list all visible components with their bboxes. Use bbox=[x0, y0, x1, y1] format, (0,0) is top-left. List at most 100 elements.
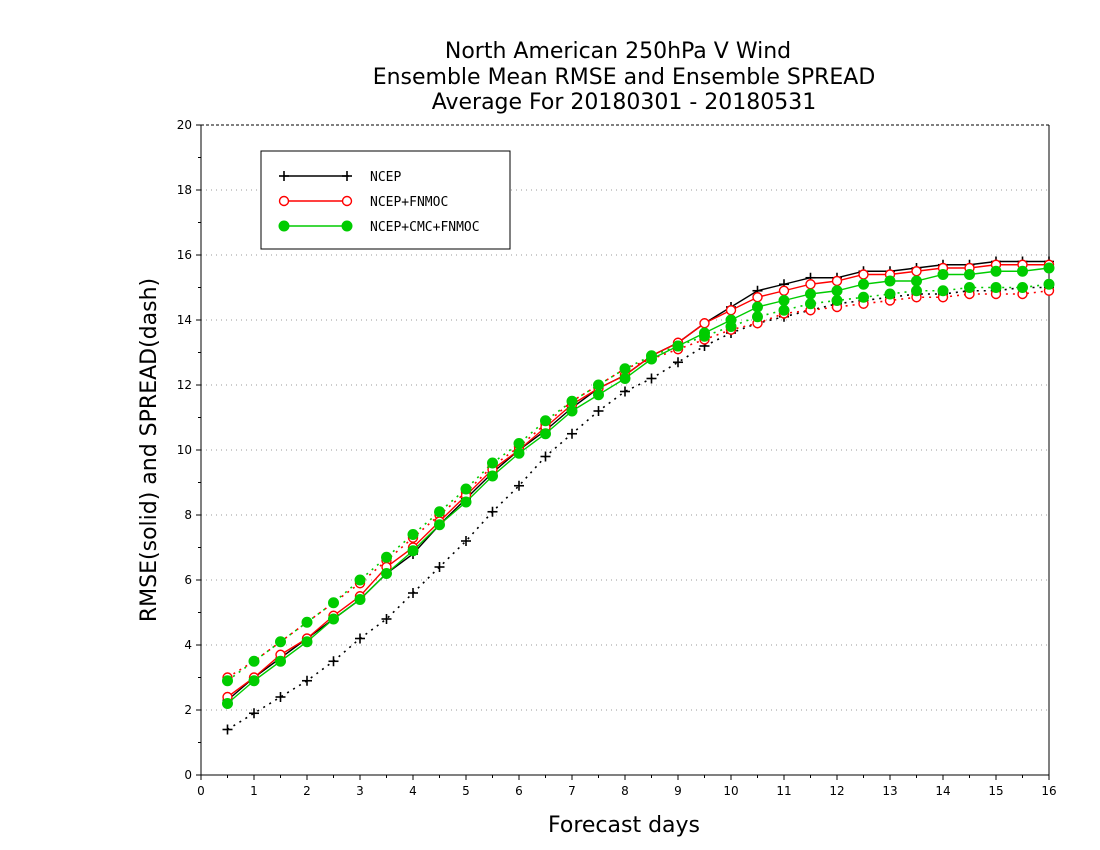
spread-point-ncep bbox=[593, 406, 604, 416]
spread-point-ncep-cmc-fnmoc bbox=[381, 551, 392, 563]
y-tick-label: 8 bbox=[184, 508, 192, 522]
spread-line-ncep-fnmoc bbox=[227, 289, 1050, 679]
series-ncep bbox=[222, 256, 1054, 735]
rmse-point-ncep-fnmoc bbox=[725, 305, 737, 316]
rmse-point-ncep-cmc-fnmoc bbox=[911, 275, 922, 287]
rmse-point-ncep-cmc-fnmoc bbox=[354, 594, 366, 605]
spread-point-ncep bbox=[381, 614, 392, 624]
rmse-point-ncep-cmc-fnmoc bbox=[1043, 262, 1055, 274]
y-tick-label: 20 bbox=[177, 118, 192, 132]
spread-point-ncep bbox=[328, 656, 339, 667]
spread-point-ncep bbox=[355, 633, 365, 644]
spread-point-ncep-cmc-fnmoc bbox=[301, 616, 313, 628]
legend-marker-end-ncep-cmc-fnmoc bbox=[341, 220, 353, 232]
legend-marker-start-ncep-cmc-fnmoc bbox=[278, 220, 290, 232]
rmse-point-ncep-cmc-fnmoc bbox=[593, 389, 604, 401]
x-tick-label: 5 bbox=[462, 784, 470, 798]
rmse-point-ncep-cmc-fnmoc bbox=[487, 470, 498, 482]
spread-point-ncep-cmc-fnmoc bbox=[1043, 278, 1055, 290]
rmse-point-ncep-cmc-fnmoc bbox=[805, 288, 816, 300]
y-tick-label: 16 bbox=[177, 248, 192, 262]
rmse-point-ncep-fnmoc bbox=[831, 275, 843, 287]
y-tick-label: 12 bbox=[177, 378, 192, 392]
title-line-3: Average For 20180301 - 20180531 bbox=[432, 90, 817, 115]
spread-point-ncep-cmc-fnmoc bbox=[513, 438, 525, 449]
title-line-2: Ensemble Mean RMSE and Ensemble SPREAD bbox=[373, 65, 876, 90]
rmse-point-ncep-cmc-fnmoc bbox=[540, 428, 551, 440]
spread-point-ncep-cmc-fnmoc bbox=[778, 304, 790, 316]
spread-line-ncep-cmc-fnmoc bbox=[227, 283, 1050, 682]
rmse-point-ncep-fnmoc bbox=[858, 269, 869, 280]
rmse-point-ncep-cmc-fnmoc bbox=[831, 285, 843, 297]
rmse-point-ncep-cmc-fnmoc bbox=[752, 301, 763, 313]
spread-point-ncep-cmc-fnmoc bbox=[460, 483, 472, 495]
spread-point-ncep-cmc-fnmoc bbox=[566, 395, 578, 407]
spread-point-ncep-cmc-fnmoc bbox=[884, 288, 896, 300]
rmse-line-ncep bbox=[227, 260, 1049, 701]
x-tick-label: 4 bbox=[409, 784, 417, 798]
title-line-1: North American 250hPa V Wind bbox=[445, 39, 791, 64]
x-tick-label: 16 bbox=[1041, 784, 1056, 798]
legend: NCEP NCEP+FNMOC NCEP+CMC+FNMOC bbox=[260, 150, 511, 250]
x-tick-label: 6 bbox=[515, 784, 523, 798]
spread-point-ncep-cmc-fnmoc bbox=[248, 655, 260, 667]
spread-point-ncep bbox=[249, 708, 259, 719]
rmse-point-ncep-cmc-fnmoc bbox=[646, 353, 657, 365]
x-tick-label: 11 bbox=[776, 784, 791, 798]
rmse-point-ncep-fnmoc bbox=[778, 285, 790, 296]
rmse-point-ncep-cmc-fnmoc bbox=[1017, 265, 1028, 277]
x-tick-label: 0 bbox=[197, 784, 205, 798]
rmse-point-ncep-cmc-fnmoc bbox=[937, 269, 949, 280]
x-tick-label: 1 bbox=[250, 784, 258, 798]
chart-title: North American 250hPa V Wind Ensemble Me… bbox=[373, 39, 876, 115]
spread-point-ncep-cmc-fnmoc bbox=[911, 285, 922, 297]
spread-point-ncep-cmc-fnmoc bbox=[275, 636, 286, 648]
spread-point-ncep bbox=[408, 588, 418, 598]
spread-point-ncep-cmc-fnmoc bbox=[990, 282, 1002, 293]
data-series bbox=[222, 256, 1055, 735]
x-tick-label: 15 bbox=[988, 784, 1003, 798]
spread-point-ncep bbox=[673, 357, 683, 368]
rmse-point-ncep-fnmoc bbox=[699, 318, 710, 329]
x-axis-label: Forecast days bbox=[548, 813, 700, 838]
spread-point-ncep-cmc-fnmoc bbox=[222, 675, 233, 687]
x-tick-label: 3 bbox=[356, 784, 364, 798]
rmse-point-ncep-cmc-fnmoc bbox=[275, 655, 286, 667]
rmse-point-ncep-cmc-fnmoc bbox=[301, 636, 313, 648]
rmse-point-ncep-cmc-fnmoc bbox=[434, 519, 445, 531]
x-tick-label: 13 bbox=[882, 784, 897, 798]
legend-label-ncep-fnmoc: NCEP+FNMOC bbox=[370, 195, 448, 210]
legend-label-ncep-cmc-fnmoc: NCEP+CMC+FNMOC bbox=[370, 220, 480, 235]
legend-samples bbox=[278, 171, 353, 232]
spread-point-ncep-cmc-fnmoc bbox=[487, 457, 498, 469]
rmse-point-ncep-cmc-fnmoc bbox=[990, 265, 1002, 277]
rmse-point-ncep-fnmoc bbox=[805, 279, 816, 290]
rmse-line-ncep-fnmoc bbox=[227, 264, 1049, 698]
spread-point-ncep bbox=[567, 428, 577, 439]
spread-point-ncep-cmc-fnmoc bbox=[540, 415, 551, 427]
rmse-point-ncep-cmc-fnmoc bbox=[248, 675, 260, 687]
rmse-point-ncep-cmc-fnmoc bbox=[407, 545, 419, 557]
y-tick-label: 0 bbox=[184, 768, 192, 782]
rmse-point-ncep-cmc-fnmoc bbox=[513, 447, 525, 459]
spread-point-ncep-cmc-fnmoc bbox=[964, 282, 975, 293]
spread-point-ncep-cmc-fnmoc bbox=[937, 285, 949, 297]
spread-point-ncep-cmc-fnmoc bbox=[354, 574, 366, 586]
rmse-point-ncep-cmc-fnmoc bbox=[884, 275, 896, 287]
spread-point-ncep bbox=[461, 536, 471, 546]
spread-point-ncep-cmc-fnmoc bbox=[805, 298, 816, 310]
y-tick-label: 10 bbox=[177, 443, 192, 457]
rmse-point-ncep-cmc-fnmoc bbox=[725, 314, 737, 326]
x-tick-label: 12 bbox=[829, 784, 844, 798]
rmse-point-ncep-cmc-fnmoc bbox=[381, 568, 392, 579]
y-tick-label: 6 bbox=[184, 573, 192, 587]
x-tick-label: 7 bbox=[568, 784, 576, 798]
series-ncep-fnmoc bbox=[222, 259, 1055, 703]
legend-marker-start-ncep-fnmoc bbox=[278, 195, 290, 207]
spread-point-ncep bbox=[275, 692, 286, 702]
rmse-point-ncep-cmc-fnmoc bbox=[328, 613, 339, 625]
legend-label-ncep: NCEP bbox=[370, 170, 401, 185]
legend-marker-end-ncep-fnmoc bbox=[341, 195, 353, 207]
legend-marker-start-ncep bbox=[279, 171, 289, 181]
